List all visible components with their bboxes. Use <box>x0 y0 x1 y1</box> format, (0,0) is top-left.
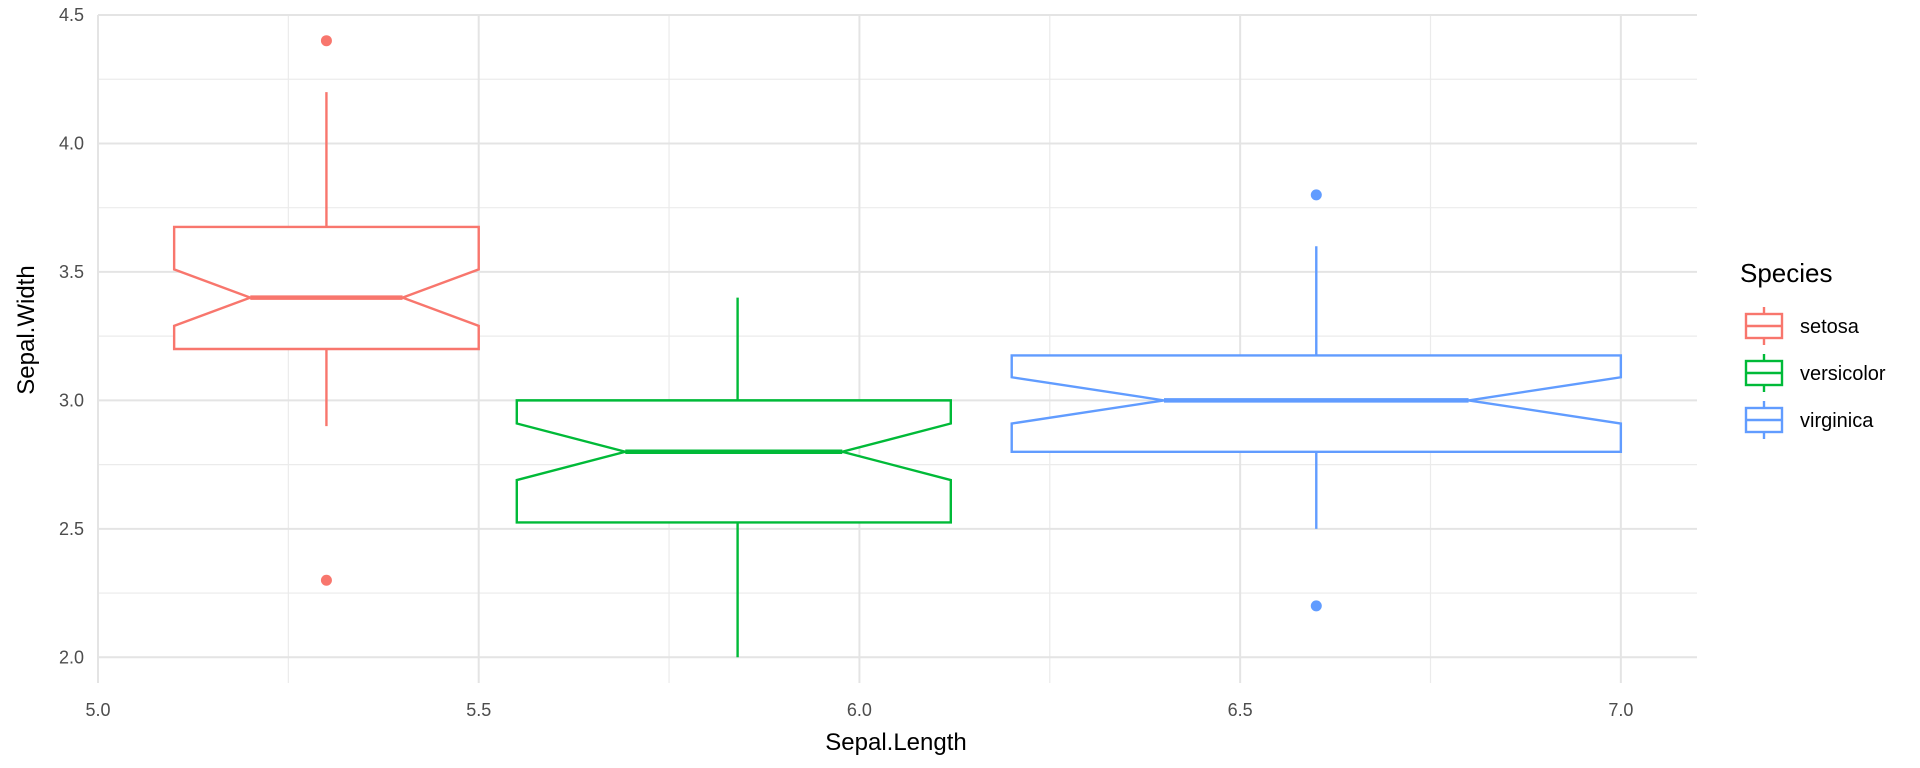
y-tick-label: 4.0 <box>59 133 84 153</box>
y-tick-label: 4.5 <box>59 5 84 25</box>
legend-items: setosa versicolor virginica <box>1744 307 1886 439</box>
y-tick-label: 3.0 <box>59 390 84 410</box>
x-tick-label: 7.0 <box>1608 700 1633 720</box>
legend-item-versicolor: versicolor <box>1744 354 1886 392</box>
y-tick-label: 2.0 <box>59 647 84 667</box>
box-body <box>515 399 952 524</box>
box-versicolor <box>515 297 952 658</box>
x-tick-label: 5.0 <box>85 700 110 720</box>
x-tick-label: 5.5 <box>466 700 491 720</box>
legend: Species setosa versicolor virginica <box>1740 258 1886 439</box>
legend-title: Species <box>1740 258 1833 288</box>
legend-label: versicolor <box>1800 363 1886 385</box>
y-axis-title: Sepal.Width <box>13 265 40 394</box>
outlier-point <box>320 574 332 586</box>
outlier-point <box>1310 189 1322 201</box>
box-body <box>172 225 480 351</box>
x-axis-title: Sepal.Length <box>825 729 966 756</box>
legend-item-setosa: setosa <box>1744 307 1860 345</box>
x-tick-label: 6.0 <box>847 700 872 720</box>
y-tick-labels: 2.0 2.5 3.0 3.5 4.0 4.5 <box>59 5 84 667</box>
y-tick-label: 2.5 <box>59 519 84 539</box>
x-tick-labels: 5.0 5.5 6.0 6.5 7.0 <box>85 700 1633 720</box>
legend-label: setosa <box>1800 316 1860 338</box>
outlier-point <box>320 35 332 47</box>
x-tick-label: 6.5 <box>1228 700 1253 720</box>
legend-label: virginica <box>1800 410 1874 432</box>
box-setosa <box>172 35 480 586</box>
y-tick-label: 3.5 <box>59 262 84 282</box>
legend-item-virginica: virginica <box>1744 401 1874 439</box>
boxes-layer <box>172 35 1623 658</box>
box-virginica <box>1010 189 1623 612</box>
box-body <box>1010 354 1623 453</box>
outlier-point <box>1310 600 1322 612</box>
